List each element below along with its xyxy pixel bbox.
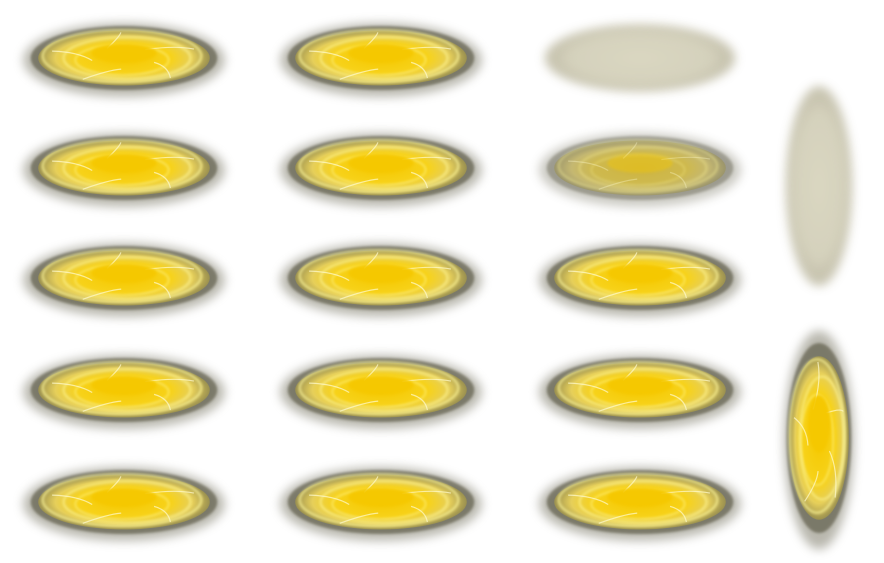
portal-frame bbox=[18, 8, 230, 108]
portal-frame bbox=[275, 228, 487, 328]
portal-frame bbox=[275, 118, 487, 218]
portal-frame bbox=[18, 228, 230, 328]
portal-frame-vertical-faded bbox=[774, 78, 864, 294]
portal-frame bbox=[534, 340, 746, 440]
portal-frame-vertical bbox=[774, 330, 864, 550]
portal-frame bbox=[18, 340, 230, 440]
portal-frame-faded bbox=[534, 8, 746, 108]
portal-frame-dim bbox=[534, 118, 746, 218]
portal-frame bbox=[18, 452, 230, 552]
portal-frame bbox=[275, 452, 487, 552]
portal-frame bbox=[275, 340, 487, 440]
portal-frame bbox=[275, 8, 487, 108]
portal-frame bbox=[534, 228, 746, 328]
portal-frame bbox=[534, 452, 746, 552]
portal-frame bbox=[18, 118, 230, 218]
